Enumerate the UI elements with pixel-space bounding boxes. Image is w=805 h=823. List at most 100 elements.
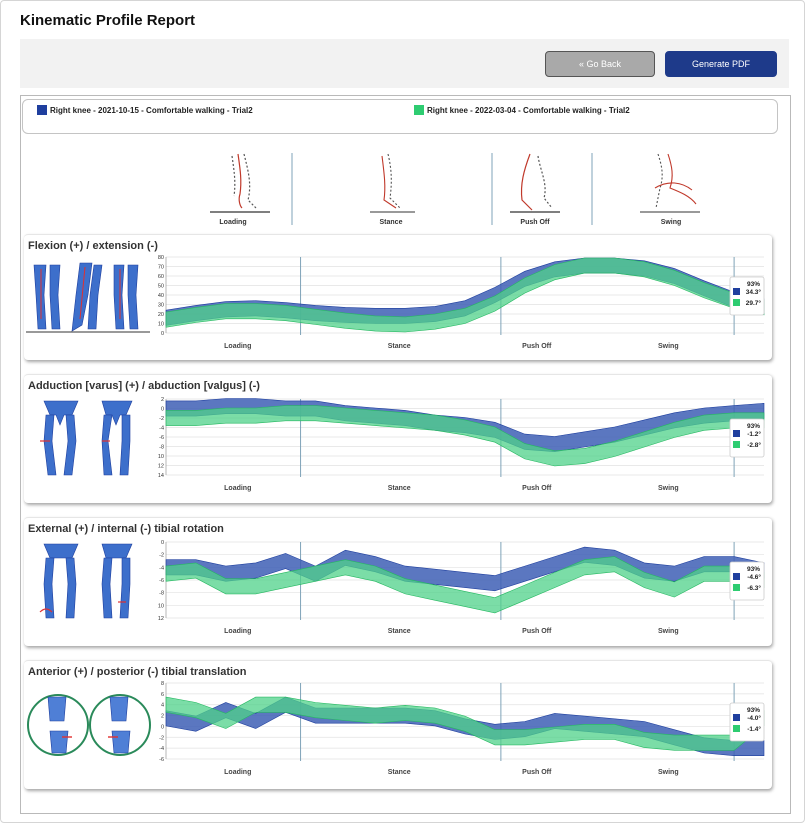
knee-adduction-anatomy-image bbox=[40, 400, 133, 476]
swing-leg-icon bbox=[640, 153, 700, 213]
y-tick-label: 0 bbox=[161, 540, 164, 546]
phase-label-swing: Swing bbox=[661, 219, 682, 226]
y-tick-label: 2 bbox=[161, 714, 164, 720]
loading-leg-icon bbox=[210, 153, 270, 213]
legend-label-series2: Right knee - 2022-03-04 - Comfortable wa… bbox=[427, 105, 630, 115]
y-tick-label: 2 bbox=[161, 397, 164, 403]
x-phase-label-loading: Loading bbox=[224, 628, 251, 635]
y-tick-label: 80 bbox=[158, 255, 164, 261]
y-tick-label: -2 bbox=[159, 553, 164, 559]
generate-pdf-button[interactable]: Generate PDF bbox=[665, 51, 777, 77]
y-tick-label: -2 bbox=[159, 735, 164, 741]
series2-value: 29.7° bbox=[746, 299, 762, 307]
y-tick-label: -10 bbox=[158, 603, 164, 609]
x-phase-label-loading: Loading bbox=[224, 343, 251, 350]
legend-label-series1: Right knee - 2021-10-15 - Comfortable wa… bbox=[50, 105, 253, 115]
y-tick-label: -6 bbox=[159, 578, 164, 584]
y-tick-label: 10 bbox=[158, 322, 164, 328]
y-tick-label: 30 bbox=[158, 303, 164, 309]
y-tick-label: 4 bbox=[161, 703, 164, 709]
y-tick-label: -12 bbox=[158, 616, 164, 622]
gait-phase-figures: Loading Stance Push Off Swing bbox=[210, 153, 700, 226]
y-tick-label: 0 bbox=[161, 331, 164, 337]
y-tick-label: 0 bbox=[161, 724, 164, 730]
rotation-chart: 0 -2 -4 -6 -8 -10 -12 Loading Stance Push Off Swin… bbox=[158, 540, 765, 635]
x-phase-label-swing: Swing bbox=[658, 343, 679, 350]
phase-label-loading: Loading bbox=[219, 219, 246, 226]
chart-panel-translation: Anterior (+) / posterior (-) tibial tran… bbox=[24, 660, 772, 789]
chart-panel-adduction: Adduction [varus] (+) / abduction [valgu… bbox=[24, 374, 772, 503]
y-tick-label: -4 bbox=[159, 426, 164, 432]
go-back-button[interactable]: « Go Back bbox=[545, 51, 655, 77]
series2-value: -1.4° bbox=[747, 725, 761, 733]
series2-swatch bbox=[414, 105, 424, 115]
series2-value-swatch bbox=[733, 725, 740, 732]
series1-value: -4.0° bbox=[747, 714, 761, 722]
phase-label-stance: Stance bbox=[380, 219, 403, 226]
percent-label: 93% bbox=[747, 423, 760, 430]
y-tick-label: -6 bbox=[159, 435, 164, 441]
series2-value-swatch bbox=[733, 299, 740, 306]
x-phase-label-stance: Stance bbox=[388, 485, 411, 492]
y-tick-label: -2 bbox=[159, 416, 164, 422]
report-area bbox=[20, 95, 791, 814]
translation-chart: 8 6 4 2 0 -2 -4 -6 Loading Stance Push Off Swing 93%… bbox=[159, 681, 765, 776]
x-phase-label-stance: Stance bbox=[388, 343, 411, 350]
push-off-leg-icon bbox=[510, 153, 560, 213]
series1-value-swatch bbox=[733, 573, 740, 580]
gait-phase-strip: Loading Stance Push Off Swing bbox=[160, 150, 757, 230]
y-tick-label: -4 bbox=[159, 565, 164, 571]
series1-value: -1.2° bbox=[747, 430, 761, 438]
series2-value-swatch bbox=[733, 584, 740, 591]
chart-title-adduction: Adduction [varus] (+) / abduction [valgu… bbox=[28, 380, 260, 392]
y-tick-label: -8 bbox=[159, 591, 164, 597]
y-tick-label: -10 bbox=[158, 454, 164, 460]
x-phase-label-swing: Swing bbox=[658, 628, 679, 635]
chart-panel-rotation: External (+) / internal (-) tibial rotat… bbox=[24, 517, 772, 646]
series1-value-swatch bbox=[733, 714, 740, 721]
y-tick-label: 40 bbox=[158, 293, 164, 299]
legend-item-series2: Right knee - 2022-03-04 - Comfortable wa… bbox=[414, 105, 630, 115]
chart-title-rotation: External (+) / internal (-) tibial rotat… bbox=[28, 523, 224, 535]
x-phase-label-push-off: Push Off bbox=[522, 769, 552, 776]
y-tick-label: -14 bbox=[158, 473, 164, 479]
x-phase-label-swing: Swing bbox=[658, 769, 679, 776]
x-phase-label-stance: Stance bbox=[388, 769, 411, 776]
x-phase-label-loading: Loading bbox=[224, 769, 251, 776]
y-tick-label: 60 bbox=[158, 274, 164, 280]
adduction-chart: 2 0 -2 -4 -6 -8 -10 -12 -14 Loading Stance Push Off… bbox=[158, 397, 765, 492]
x-phase-label-loading: Loading bbox=[224, 485, 251, 492]
chart-panel-flexion: Flexion (+) / extension (-) 80 70 60 50 40 30… bbox=[24, 234, 772, 360]
stance-leg-icon bbox=[370, 153, 415, 213]
phase-label-push-off: Push Off bbox=[520, 219, 550, 226]
x-phase-label-push-off: Push Off bbox=[522, 628, 552, 635]
y-tick-label: 50 bbox=[158, 284, 164, 290]
y-tick-label: 70 bbox=[158, 265, 164, 271]
percent-label: 93% bbox=[747, 566, 760, 573]
y-tick-label: 6 bbox=[161, 692, 164, 698]
y-tick-label: 0 bbox=[161, 407, 164, 413]
y-tick-label: 8 bbox=[161, 681, 164, 687]
series1-value: 34.3° bbox=[746, 288, 762, 296]
x-phase-label-stance: Stance bbox=[388, 628, 411, 635]
knee-flexion-anatomy-image bbox=[26, 262, 150, 333]
series1-swatch bbox=[37, 105, 47, 115]
page-title: Kinematic Profile Report bbox=[20, 12, 196, 29]
y-tick-label: -6 bbox=[159, 757, 164, 763]
series2-value: -2.8° bbox=[747, 441, 761, 449]
tibial-translation-anatomy-image bbox=[27, 694, 151, 756]
series2-value-swatch bbox=[733, 441, 740, 448]
y-tick-label: -12 bbox=[158, 464, 164, 470]
chart-title-flexion: Flexion (+) / extension (-) bbox=[28, 240, 158, 252]
series2-value: -6.3° bbox=[747, 584, 761, 592]
series1-value-swatch bbox=[733, 288, 740, 295]
chart-title-translation: Anterior (+) / posterior (-) tibial tran… bbox=[28, 666, 247, 678]
series2-band bbox=[165, 257, 765, 333]
y-tick-label: -8 bbox=[159, 445, 164, 451]
series-legend: Right knee - 2021-10-15 - Comfortable wa… bbox=[22, 99, 778, 134]
series1-value-swatch bbox=[733, 430, 740, 437]
tibial-rotation-anatomy-image bbox=[39, 543, 133, 619]
x-phase-label-swing: Swing bbox=[658, 485, 679, 492]
y-tick-label: 20 bbox=[158, 312, 164, 318]
percent-label: 93% bbox=[747, 281, 760, 288]
